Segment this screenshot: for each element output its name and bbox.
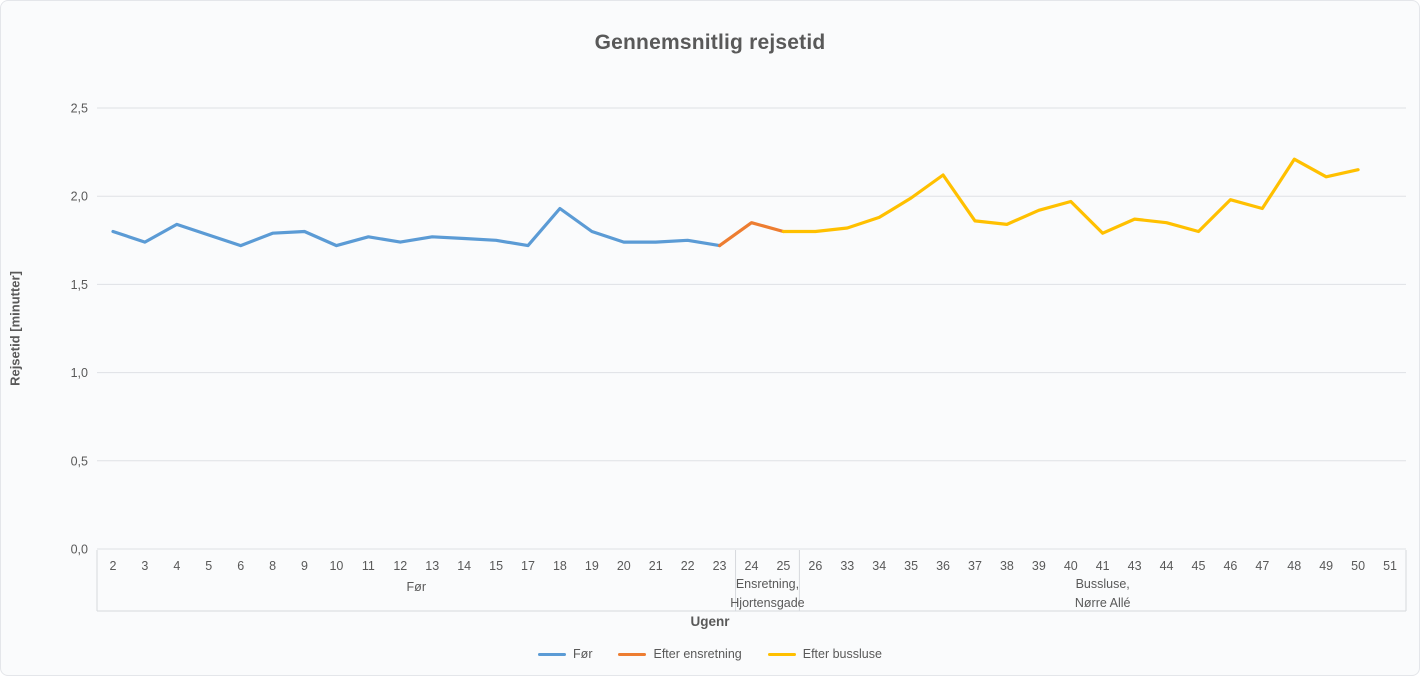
category-group-label: Nørre Allé xyxy=(1075,596,1131,610)
x-tick-label: 46 xyxy=(1223,559,1237,573)
x-tick-label: 36 xyxy=(936,559,950,573)
x-tick-label: 51 xyxy=(1383,559,1397,573)
x-tick-label: 44 xyxy=(1160,559,1174,573)
legend: Før Efter ensretning Efter bussluse xyxy=(1,647,1419,661)
legend-item[interactable]: Efter bussluse xyxy=(767,647,882,661)
x-tick-label: 8 xyxy=(269,559,276,573)
y-tick-label: 0,0 xyxy=(71,543,88,557)
y-tick-label: 1,0 xyxy=(71,366,88,380)
x-tick-label: 26 xyxy=(808,559,822,573)
x-tick-label: 48 xyxy=(1287,559,1301,573)
x-tick-label: 17 xyxy=(521,559,535,573)
x-tick-label: 21 xyxy=(649,559,663,573)
x-tick-label: 12 xyxy=(393,559,407,573)
y-tick-label: 2,0 xyxy=(71,190,88,204)
series-line-efter-ensretning xyxy=(718,221,785,248)
legend-label: Efter bussluse xyxy=(802,647,882,661)
x-tick-label: 18 xyxy=(553,559,567,573)
plot-area: 0,00,51,01,52,02,52 3 4 5 6 8 9 10 11 12 13 14 15 17 1… xyxy=(71,102,1407,612)
x-tick-label: 9 xyxy=(301,559,308,573)
legend-label: Efter ensretning xyxy=(653,647,742,661)
x-tick-label: 38 xyxy=(1000,559,1014,573)
y-tick-label: 1,5 xyxy=(71,278,88,292)
x-tick-label: 3 xyxy=(141,559,148,573)
x-tick-label: 37 xyxy=(968,559,982,573)
x-tick-label: 4 xyxy=(173,559,180,573)
x-tick-label: 22 xyxy=(681,559,695,573)
legend-item[interactable]: Efter ensretning xyxy=(618,647,742,661)
x-tick-label: 5 xyxy=(205,559,212,573)
x-tick-label: 40 xyxy=(1064,559,1078,573)
x-tick-label: 10 xyxy=(329,559,343,573)
x-tick-label: 50 xyxy=(1351,559,1365,573)
category-group-label: Hjortensgade xyxy=(730,596,804,610)
legend-line-swatch xyxy=(618,652,647,656)
x-tick-label: 25 xyxy=(776,559,790,573)
x-tick-label: 47 xyxy=(1255,559,1269,573)
x-axis-title: Ugenr xyxy=(690,614,730,629)
category-group-label: Bussluse, xyxy=(1076,577,1130,591)
x-tick-label: 41 xyxy=(1096,559,1110,573)
x-tick-label: 11 xyxy=(362,559,375,573)
legend-line-swatch xyxy=(767,652,796,656)
x-tick-label: 45 xyxy=(1192,559,1206,573)
x-tick-label: 19 xyxy=(585,559,599,573)
legend-label: Før xyxy=(573,647,593,661)
x-tick-label: 24 xyxy=(745,559,759,573)
x-tick-label: 23 xyxy=(713,559,727,573)
series-line-f-r xyxy=(111,206,722,248)
x-tick-label: 14 xyxy=(457,559,471,573)
x-tick-label: 34 xyxy=(872,559,886,573)
y-tick-label: 2,5 xyxy=(71,102,88,116)
x-tick-label: 2 xyxy=(109,559,116,573)
y-tick-label: 0,5 xyxy=(71,454,88,468)
x-tick-label: 20 xyxy=(617,559,631,573)
series-line-efter-bussluse xyxy=(781,157,1360,235)
legend-item[interactable]: Før xyxy=(538,647,592,661)
x-tick-label: 6 xyxy=(237,559,244,573)
x-tick-label: 15 xyxy=(489,559,503,573)
category-group-label: Ensretning, xyxy=(736,577,799,591)
x-tick-label: 13 xyxy=(425,559,439,573)
x-tick-label: 33 xyxy=(840,559,854,573)
chart-title: Gennemsnitlig rejsetid xyxy=(594,31,826,54)
category-group-label: Før xyxy=(407,580,426,594)
legend-line-swatch xyxy=(538,652,567,656)
x-tick-label: 35 xyxy=(904,559,918,573)
x-tick-label: 49 xyxy=(1319,559,1333,573)
x-tick-label: 43 xyxy=(1128,559,1142,573)
x-tick-label: 39 xyxy=(1032,559,1046,573)
